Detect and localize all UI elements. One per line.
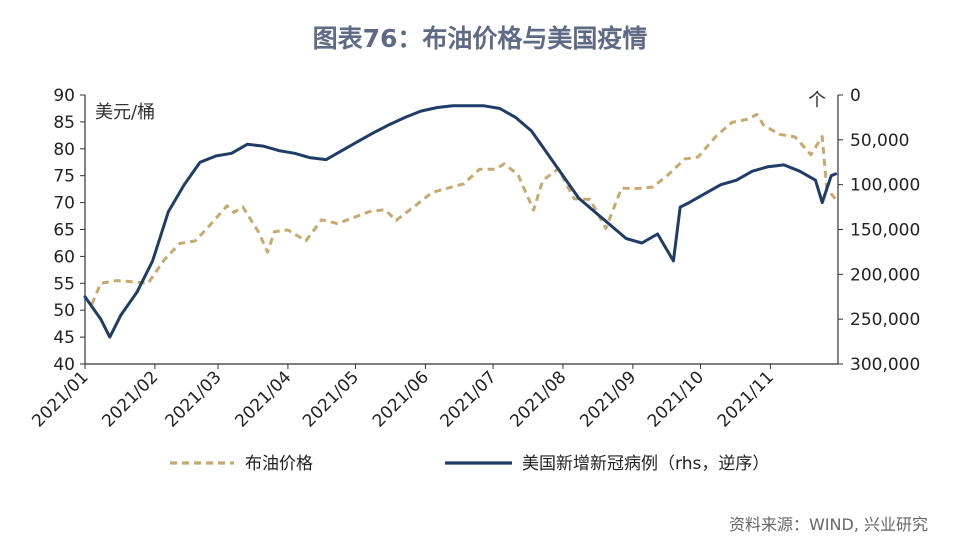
- left-tick-label: 40: [53, 355, 75, 375]
- x-tick-label: 2021/06: [369, 367, 433, 431]
- x-tick-label: 2021/05: [299, 367, 363, 431]
- right-tick-label: 300,000: [850, 355, 920, 375]
- right-unit-label: 个: [808, 90, 826, 111]
- left-tick-label: 80: [53, 140, 75, 160]
- x-tick-label: 2021/09: [576, 367, 640, 431]
- right-tick-label: 50,000: [850, 131, 909, 151]
- legend-label-covid: 美国新增新冠病例（rhs，逆序）: [522, 454, 769, 474]
- x-tick-label: 2021/02: [98, 367, 162, 431]
- right-tick-label: 250,000: [850, 310, 920, 330]
- legend: 布油价格 美国新增新冠病例（rhs，逆序）: [170, 454, 769, 474]
- right-tick-label: 0: [850, 86, 861, 106]
- x-tick-label: 2021/03: [161, 367, 225, 431]
- plot-area: 90 85 80 75 70 65 60 55 50 45 40 0 50,000 100,000 150,…: [28, 86, 920, 431]
- left-tick-label: 50: [53, 301, 75, 321]
- left-tick-label: 90: [53, 86, 75, 106]
- left-unit-label: 美元/桶: [95, 102, 155, 123]
- right-tick-label: 100,000: [850, 176, 920, 196]
- chart-title: 图表76：布油价格与美国疫情: [313, 24, 648, 53]
- left-tick-label: 55: [53, 274, 75, 294]
- x-tick-label: 2021/10: [644, 367, 708, 431]
- left-tick-label: 85: [53, 113, 75, 133]
- x-tick-label: 2021/07: [437, 367, 501, 431]
- x-tick-label: 2021/11: [714, 367, 778, 431]
- x-tick-label: 2021/04: [231, 367, 295, 431]
- left-tick-label: 70: [53, 194, 75, 214]
- right-tick-label: 150,000: [850, 221, 920, 241]
- left-tick-label: 60: [53, 247, 75, 267]
- right-tick-label: 200,000: [850, 265, 920, 285]
- series-line-covid: [83, 104, 838, 339]
- x-tick-label: 2021/08: [506, 367, 570, 431]
- source-note: 资料来源：WIND, 兴业研究: [729, 515, 928, 534]
- x-tick-label: 2021/01: [28, 367, 92, 431]
- left-tick-label: 75: [53, 167, 75, 187]
- left-tick-label: 45: [53, 328, 75, 348]
- legend-label-oil: 布油价格: [245, 454, 313, 474]
- series-line-oil: [90, 112, 837, 305]
- left-tick-label: 65: [53, 221, 75, 241]
